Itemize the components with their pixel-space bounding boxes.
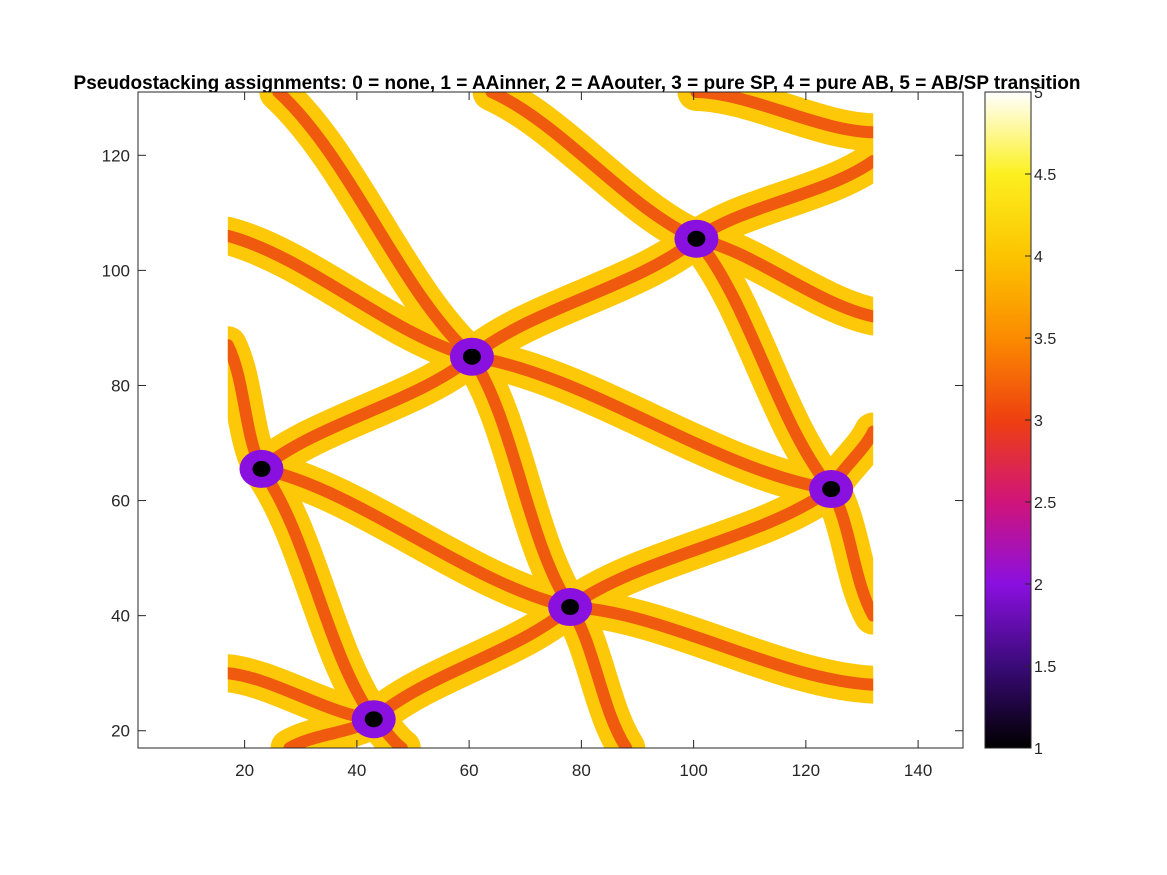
domain-wall-sp [690, 155, 874, 245]
aa-inner-node [561, 599, 580, 616]
colorbar-tick-label: 4 [1034, 249, 1043, 266]
domain-wall-sp [465, 350, 577, 614]
aa-inner-node [462, 348, 481, 365]
domain-wall-sp [255, 462, 380, 726]
colorbar-tick-label: 3.5 [1034, 331, 1056, 348]
domain-wall-sp [690, 232, 838, 496]
domain-wall-sp [564, 483, 838, 614]
domain-wall-sp [255, 350, 478, 475]
x-tick-label: 100 [679, 761, 707, 780]
aa-inner-node [252, 460, 271, 477]
chart-title: Pseudostacking assignments: 0 = none, 1 … [74, 73, 1081, 94]
aa-inner-node [364, 711, 383, 728]
x-tick-label: 20 [235, 761, 254, 780]
y-tick-label: 120 [102, 146, 130, 165]
y-tick-label: 40 [111, 607, 130, 626]
y-tick-label: 60 [111, 492, 130, 511]
y-tick-label: 20 [111, 722, 130, 741]
domain-wall-sp [465, 232, 703, 363]
domain-wall-sp [272, 92, 478, 363]
domain-wall-sp [564, 601, 874, 691]
image-region [227, 92, 874, 748]
domain-wall-sp [367, 601, 577, 726]
colorbar-tick-label: 2 [1034, 577, 1043, 594]
x-axis: 20 40 60 80 100 120 140 [235, 92, 932, 780]
domain-wall-sp [485, 92, 703, 245]
domain-wall-sp [465, 350, 838, 496]
x-tick-label: 60 [460, 761, 479, 780]
aa-inner-node [822, 481, 841, 498]
x-tick-label: 120 [792, 761, 820, 780]
y-tick-label: 80 [111, 376, 130, 395]
heatmap-image [227, 92, 874, 748]
colorbar-ticks: 1 1.5 2 2.5 3 3.5 4 4.5 5 [1025, 85, 1056, 758]
y-axis: 20 40 60 80 100 120 [102, 146, 963, 741]
domain-wall-sp [690, 232, 874, 323]
colorbar-tick-label: 5 [1034, 85, 1043, 102]
colorbar-tick-label: 3 [1034, 413, 1043, 430]
colorbar-tick-label: 1.5 [1034, 659, 1056, 676]
colorbar-tick-label: 1 [1034, 741, 1043, 758]
colorbar-tick-label: 4.5 [1034, 167, 1056, 184]
x-tick-label: 80 [572, 761, 591, 780]
aa-inner-node [687, 230, 706, 247]
y-tick-label: 100 [102, 261, 130, 280]
colorbar [985, 92, 1031, 748]
domain-wall-sp [690, 92, 874, 139]
colorbar-tick-label: 2.5 [1034, 495, 1056, 512]
x-tick-label: 140 [904, 761, 932, 780]
domain-wall-sp [227, 229, 478, 363]
domain-wall-sp [255, 462, 577, 614]
axes-box [137, 91, 964, 749]
x-tick-label: 40 [347, 761, 366, 780]
